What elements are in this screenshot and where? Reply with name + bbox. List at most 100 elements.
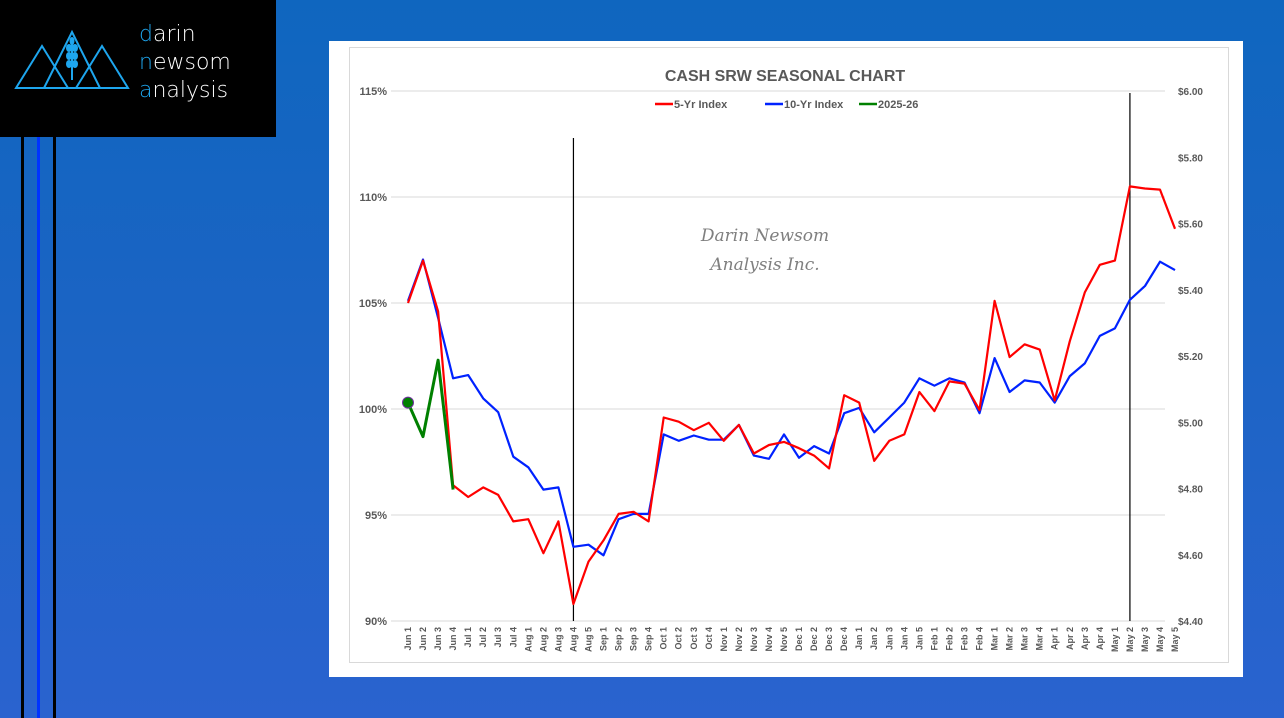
watermark: Darin Newsom Analysis Inc. — [700, 226, 829, 275]
decorative-bar-black — [53, 137, 56, 718]
x-tick-label: Nov 5 — [779, 627, 789, 652]
x-tick-label: Jul 1 — [463, 627, 473, 648]
x-tick-label: Mar 3 — [1020, 627, 1030, 651]
logo-initial: a — [139, 78, 153, 103]
x-tick-label: Apr 1 — [1050, 627, 1060, 650]
x-tick-label: Feb 4 — [975, 627, 985, 651]
x-tick-label: Jan 2 — [869, 627, 879, 650]
y2-tick-label: $6.00 — [1178, 87, 1203, 98]
x-tick-label: Jan 5 — [914, 627, 924, 650]
chart-title: CASH SRW SEASONAL CHART — [665, 68, 906, 85]
series-lines — [402, 185, 1177, 606]
x-tick-label: Feb 2 — [944, 627, 954, 651]
y2-tick-label: $5.60 — [1178, 220, 1203, 231]
series-line-5-yr-index — [406, 185, 1177, 606]
mountains-wheat-icon — [14, 29, 130, 89]
x-tick-label: Aug 5 — [583, 627, 593, 652]
x-tick-label: Nov 2 — [734, 627, 744, 652]
watermark-line-1: Darin Newsom — [700, 226, 829, 246]
x-tick-label: May 2 — [1125, 627, 1135, 652]
y-tick-label: 110% — [359, 192, 387, 204]
x-tick-label: Jul 2 — [478, 627, 488, 648]
x-tick-label: Jan 4 — [899, 627, 909, 650]
x-tick-label: Aug 3 — [553, 627, 563, 652]
logo-line-1: darin — [139, 21, 231, 49]
x-tick-label: Jul 4 — [508, 627, 518, 648]
x-tick-label: May 1 — [1110, 627, 1120, 652]
logo-word: nalysis — [152, 78, 229, 103]
y2-tick-label: $5.00 — [1178, 418, 1203, 429]
x-tick-label: Jun 4 — [448, 627, 458, 651]
x-tick-label: Oct 1 — [659, 627, 669, 650]
logo-line-3: analysis — [139, 77, 231, 105]
x-tick-label: Aug 4 — [568, 627, 578, 652]
watermark-line-2: Analysis Inc. — [708, 255, 819, 275]
decorative-bar-black — [21, 137, 24, 718]
y-tick-label: 100% — [359, 404, 387, 416]
x-tick-label: Oct 3 — [689, 627, 699, 650]
y-tick-label: 90% — [365, 616, 387, 628]
x-tick-label: Feb 1 — [929, 627, 939, 651]
series-line-2025-26 — [406, 358, 455, 490]
logo-initial: n — [139, 50, 153, 75]
x-tick-label: Jan 1 — [854, 627, 864, 650]
y-tick-label: 95% — [365, 510, 387, 522]
y-tick-label: 105% — [359, 298, 387, 310]
x-tick-label: Dec 1 — [794, 627, 804, 651]
y2-tick-label: $4.80 — [1178, 485, 1203, 496]
chart-panel: 115% 110% 105% 100% 95% 90% $6.00 $5.80 $5.60 $5… — [329, 41, 1243, 677]
chart-frame — [349, 47, 1229, 663]
logo-line-2: newsom — [139, 49, 231, 77]
gridlines — [391, 90, 1165, 622]
logo-word: ewsom — [152, 50, 231, 75]
y2-tick-label: $5.20 — [1178, 352, 1203, 363]
x-axis: Jun 1 Jun 2 Jun 3 Jun 4 Jul 1 Jul 2 Jul 3 Jul 4… — [403, 627, 1180, 652]
y2-tick-label: $5.40 — [1178, 286, 1203, 297]
x-tick-label: May 5 — [1170, 627, 1180, 652]
x-tick-label: Oct 4 — [704, 627, 714, 650]
x-tick-label: Apr 3 — [1080, 627, 1090, 650]
legend-label: 10-Yr Index — [784, 99, 844, 111]
y2-tick-label: $4.60 — [1178, 551, 1203, 562]
x-tick-label: Jun 3 — [433, 627, 443, 651]
x-tick-label: Mar 2 — [1005, 627, 1015, 651]
logo-word: arin — [152, 22, 196, 47]
x-tick-label: Apr 2 — [1065, 627, 1075, 650]
legend: 5-Yr Index 10-Yr Index 2025-26 — [655, 99, 918, 111]
x-tick-label: Nov 4 — [764, 627, 774, 652]
x-tick-label: Apr 4 — [1095, 627, 1105, 650]
x-tick-label: Jun 2 — [418, 627, 428, 651]
legend-label: 2025-26 — [878, 99, 918, 111]
x-tick-label: Sep 3 — [629, 627, 639, 651]
x-tick-label: Sep 1 — [599, 627, 609, 651]
x-tick-label: Sep 2 — [614, 627, 624, 651]
y-tick-label: 115% — [359, 86, 387, 98]
vertical-markers — [572, 93, 1131, 621]
x-tick-label: Jul 3 — [493, 627, 503, 648]
x-tick-label: Oct 2 — [674, 627, 684, 650]
x-tick-label: Aug 2 — [538, 627, 548, 652]
x-tick-label: Dec 4 — [839, 627, 849, 651]
x-tick-label: Nov 3 — [749, 627, 759, 652]
x-tick-label: Mar 4 — [1035, 627, 1045, 651]
logo-wordmark: darin newsom analysis — [139, 21, 231, 105]
x-tick-label: Sep 4 — [644, 627, 654, 651]
x-tick-label: Jun 1 — [403, 627, 413, 651]
y2-tick-label: $4.40 — [1178, 617, 1203, 628]
y-axis-left: 115% 110% 105% 100% 95% 90% — [359, 86, 387, 628]
x-tick-label: May 4 — [1155, 627, 1165, 652]
x-tick-label: Mar 1 — [990, 627, 1000, 651]
x-tick-label: Dec 3 — [824, 627, 834, 651]
y-axis-right: $6.00 $5.80 $5.60 $5.40 $5.20 $5.00 $4.80 $4.60… — [1178, 87, 1203, 628]
series-marker — [402, 396, 414, 409]
seasonal-chart: 115% 110% 105% 100% 95% 90% $6.00 $5.80 $5.60 $5… — [359, 68, 1204, 652]
logo-initial: d — [139, 22, 153, 47]
x-tick-label: Aug 1 — [523, 627, 533, 652]
legend-label: 5-Yr Index — [674, 99, 728, 111]
x-tick-label: Nov 1 — [719, 627, 729, 652]
x-tick-label: Dec 2 — [809, 627, 819, 651]
logo: darin newsom analysis — [0, 0, 276, 137]
decorative-bar-blue — [37, 137, 40, 718]
y2-tick-label: $5.80 — [1178, 153, 1203, 164]
x-tick-label: May 3 — [1140, 627, 1150, 652]
